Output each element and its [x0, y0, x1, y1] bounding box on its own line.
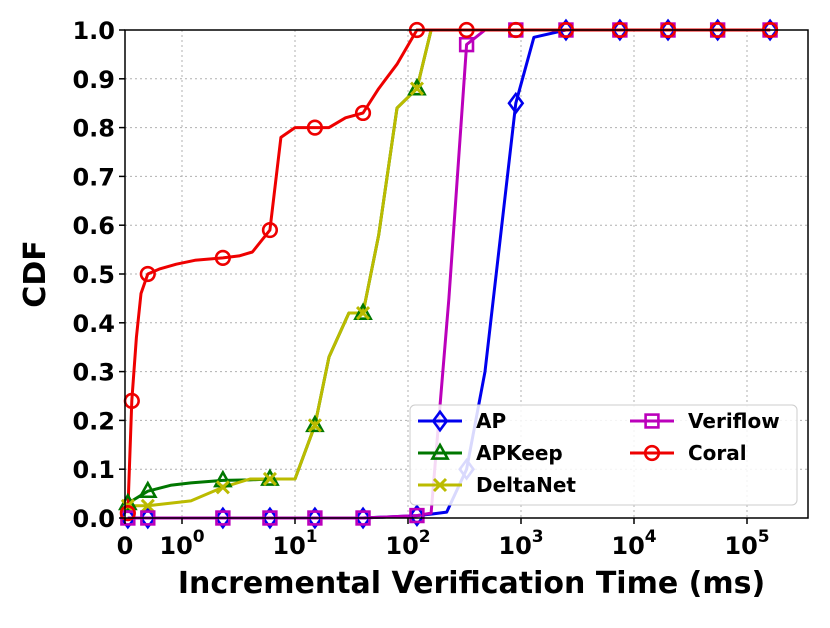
marker-coral — [119, 505, 136, 522]
x-tick-label: 0 — [117, 532, 134, 560]
marker-coral — [139, 265, 156, 283]
x-axis-ticks: 0 100 101 102 103 104 105 — [117, 518, 770, 560]
marker-deltanet — [355, 305, 371, 321]
x-tick-exponent: 2 — [419, 527, 431, 547]
legend-box — [409, 404, 798, 506]
x-tick-label: 104 — [611, 527, 656, 560]
y-tick-label: 0.4 — [72, 310, 115, 338]
marker-coral — [214, 249, 231, 266]
marker-deltanet — [140, 498, 155, 513]
x-tick-base: 10 — [498, 532, 531, 560]
marker-ap — [611, 18, 629, 42]
x-tick-label: 105 — [724, 527, 769, 560]
marker-apkeep — [305, 414, 325, 433]
marker-apkeep — [353, 302, 373, 320]
legend-swatch-marker-ap — [431, 409, 449, 433]
legend-label-apkeep: APKeep — [476, 441, 563, 465]
y-axis-label: CDF — [18, 240, 53, 307]
x-tick-exponent: 0 — [193, 527, 205, 547]
x-tick-base: 10 — [385, 532, 418, 560]
x-tick-exponent: 5 — [758, 527, 770, 547]
x-tick-label: 100 — [159, 527, 204, 560]
marker-veriflow — [458, 36, 475, 53]
x-tick-label: 102 — [385, 527, 430, 560]
y-tick-label: 0.2 — [72, 407, 115, 435]
legend-swatch-marker-deltanet — [432, 477, 448, 493]
x-tick-base: 0 — [117, 532, 134, 560]
marker-ap — [354, 506, 372, 530]
marker-ap — [557, 18, 575, 42]
y-axis-ticks: 0.0 0.1 0.2 0.3 0.4 0.5 0.6 0.7 0.8 0.9 1.0 — [72, 17, 125, 533]
x-tick-label: 103 — [498, 527, 543, 560]
x-tick-exponent: 4 — [645, 527, 657, 547]
marker-veriflow — [409, 507, 425, 524]
marker-ap — [761, 18, 779, 42]
marker-deltanet — [307, 418, 322, 433]
y-tick-label: 0.9 — [72, 66, 115, 94]
marker-ap — [709, 18, 727, 42]
x-tick-base: 10 — [272, 532, 305, 560]
legend-label-deltanet: DeltaNet — [476, 473, 576, 497]
y-tick-label: 0.5 — [72, 261, 115, 289]
series-line-deltanet — [127, 29, 433, 508]
x-tick-base: 10 — [724, 532, 757, 560]
marker-deltanet — [409, 81, 425, 96]
marker-apkeep — [137, 480, 158, 499]
y-tick-label: 1.0 — [72, 17, 115, 45]
marker-ap — [507, 91, 525, 115]
y-tick-label: 0.8 — [72, 115, 115, 143]
legend-label-veriflow: Veriflow — [688, 409, 780, 433]
marker-deltanet — [215, 480, 230, 495]
marker-ap — [659, 18, 677, 42]
legend-label-ap: AP — [476, 409, 506, 433]
x-tick-exponent: 1 — [306, 527, 318, 547]
legend-swatch-marker-coral — [643, 444, 661, 462]
x-tick-base: 10 — [611, 532, 644, 560]
x-tick-base: 10 — [159, 532, 192, 560]
y-tick-label: 0.3 — [72, 359, 115, 387]
marker-apkeep — [260, 468, 280, 486]
marker-coral — [306, 119, 323, 136]
marker-ap — [119, 506, 137, 530]
x-tick-exponent: 3 — [532, 527, 544, 547]
x-axis-label: Incremental Verification Time (ms) — [178, 566, 765, 601]
legend: AP APKeep DeltaNet Veriflow Coral — [409, 404, 798, 506]
series-line-apkeep — [127, 29, 433, 505]
legend-swatch-marker-apkeep — [430, 442, 450, 460]
marker-coral — [261, 221, 279, 239]
marker-ap — [214, 506, 232, 530]
x-tick-label: 101 — [272, 527, 317, 560]
marker-apkeep — [407, 77, 427, 96]
marker-ap — [306, 506, 324, 530]
legend-label-coral: Coral — [688, 441, 747, 465]
marker-coral — [354, 104, 372, 122]
marker-ap — [408, 504, 426, 527]
y-tick-label: 0.7 — [72, 163, 115, 191]
y-tick-label: 0.6 — [72, 212, 115, 240]
marker-ap — [261, 506, 279, 530]
y-tick-label: 0.1 — [72, 456, 115, 484]
marker-deltanet — [262, 471, 277, 487]
marker-ap — [139, 506, 157, 530]
y-tick-label: 0.0 — [72, 505, 115, 533]
legend-swatch-marker-veriflow — [644, 413, 660, 429]
